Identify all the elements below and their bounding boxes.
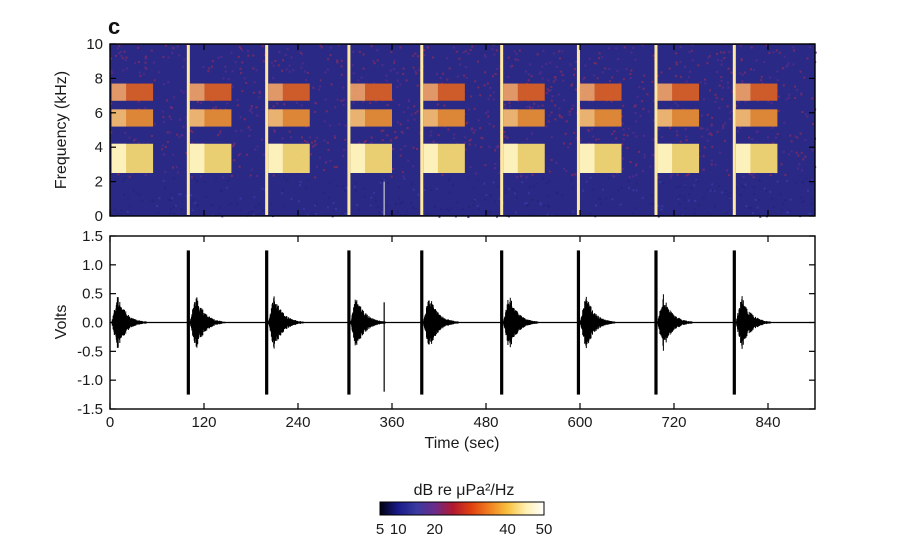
- spectrogram-harmonic-bands: [110, 44, 817, 218]
- spectrogram-frame: [109, 43, 816, 217]
- waveform-transient: [654, 250, 658, 395]
- waveform-y-tick-label: 1.0: [82, 257, 103, 274]
- x-axis-label: Time (sec): [425, 435, 500, 452]
- spectrogram-transient: [732, 45, 736, 215]
- waveform-panel: -1.5-1.0-0.50.00.51.01.5 0 120 240 360 480 60…: [53, 44, 816, 452]
- spectrogram-pulse: [657, 83, 700, 173]
- waveform-y-tick-label: 0.5: [82, 286, 103, 303]
- waveform-transient: [265, 250, 269, 395]
- waveform-transient: [576, 250, 581, 395]
- colorbar: dB re μPa²/Hz 5 10 20 40 50: [376, 482, 553, 538]
- waveform-y-ticks: -1.5 -1.0 -0.5 0.0 0.5 1.0 1.5: [77, 228, 815, 418]
- harmonic-band: [268, 83, 310, 101]
- harmonic-band: [657, 109, 700, 127]
- waveform-transient: [732, 250, 736, 395]
- colorbar-ticks: 5 10 20 40 50: [376, 521, 553, 538]
- harmonic-band: [735, 83, 778, 101]
- spectrogram-transient: [186, 45, 190, 215]
- harmonic-band: [580, 109, 622, 127]
- waveform-y-tick-label: 1.5: [82, 228, 103, 245]
- colorbar-tick-label: 10: [390, 521, 407, 538]
- colorbar-tick-label: 40: [499, 521, 516, 538]
- spectrogram-transient: [500, 45, 504, 215]
- harmonic-band: [350, 83, 392, 101]
- spectrogram-y-ticks: 0 2 4 6 8 10: [86, 36, 815, 225]
- x-tick-label: 720: [661, 414, 686, 431]
- harmonic-band: [268, 109, 310, 127]
- harmonic-band: [503, 109, 545, 127]
- harmonic-band: [735, 109, 778, 127]
- spectrogram-transient: [265, 45, 269, 215]
- spectrogram-spike: [383, 181, 385, 216]
- spectrogram-y-tick-label: 6: [95, 105, 103, 122]
- x-tick-label: 240: [285, 414, 310, 431]
- spectrogram-y-tick-label: 0: [95, 208, 103, 225]
- spectrogram-panel: 0 2 4 6 8 10 Frequency (kHz): [53, 36, 817, 225]
- harmonic-band: [423, 83, 465, 101]
- spectrogram-y-tick-label: 8: [95, 70, 103, 87]
- waveform-transient: [186, 250, 190, 395]
- waveform-y-tick-label: 0.0: [82, 315, 103, 332]
- spectrogram-pulse: [423, 83, 465, 173]
- waveform-marks: [111, 250, 772, 395]
- harmonic-band: [350, 109, 392, 127]
- harmonic-band: [423, 109, 465, 127]
- spectrogram-pulse: [111, 83, 154, 173]
- waveform-y-tick-label: -1.0: [77, 372, 103, 389]
- spectrogram-background: [110, 44, 815, 216]
- spectrogram-transient: [654, 45, 658, 215]
- spectrogram-pulse: [350, 83, 392, 173]
- harmonic-band: [503, 83, 545, 101]
- x-tick-label: 0: [106, 414, 114, 431]
- x-tick-label: 120: [191, 414, 216, 431]
- waveform-transient: [347, 250, 351, 395]
- colorbar-tick-label: 20: [426, 521, 443, 538]
- x-tick-label: 840: [755, 414, 780, 431]
- colorbar-tick-label: 50: [536, 521, 553, 538]
- spectrogram-y-tick-label: 2: [95, 174, 103, 191]
- spectrogram-transient: [347, 45, 351, 215]
- x-tick-label: 600: [567, 414, 592, 431]
- spectrogram-transient: [576, 45, 580, 215]
- spectrogram-pulse: [503, 83, 545, 173]
- waveform-transient: [420, 250, 424, 395]
- spectrogram-y-axis-label: Frequency (kHz): [53, 71, 70, 189]
- colorbar-title: dB re μPa²/Hz: [414, 482, 515, 499]
- spectrogram-transient: [420, 45, 424, 215]
- spectrogram-pulse: [189, 83, 232, 173]
- waveform-y-tick-label: -0.5: [77, 343, 103, 360]
- x-tick-label: 360: [379, 414, 404, 431]
- colorbar-tick-label: 5: [376, 521, 384, 538]
- spectrogram-pulse: [268, 83, 310, 173]
- waveform-transient: [500, 250, 504, 395]
- x-tick-label: 480: [473, 414, 498, 431]
- harmonic-band: [580, 83, 622, 101]
- colorbar-gradient: [379, 501, 545, 516]
- waveform-y-tick-label: -1.5: [77, 401, 103, 418]
- spectrogram-transient-lines: [186, 45, 736, 216]
- harmonic-band: [189, 83, 232, 101]
- spectrogram-pulse: [580, 83, 622, 173]
- spectrogram-y-tick-label: 4: [95, 139, 103, 156]
- spectrogram-y-tick-label: 10: [86, 36, 103, 53]
- waveform-y-axis-label: Volts: [53, 305, 70, 340]
- harmonic-band: [189, 109, 232, 127]
- harmonic-band: [657, 83, 700, 101]
- spectrogram-pulse: [735, 83, 778, 173]
- harmonic-band: [111, 83, 154, 101]
- harmonic-band: [111, 109, 154, 127]
- waveform-x-ticks: 0 120 240 360 480 600 720 840: [106, 44, 781, 431]
- panel-letter: c: [108, 14, 120, 39]
